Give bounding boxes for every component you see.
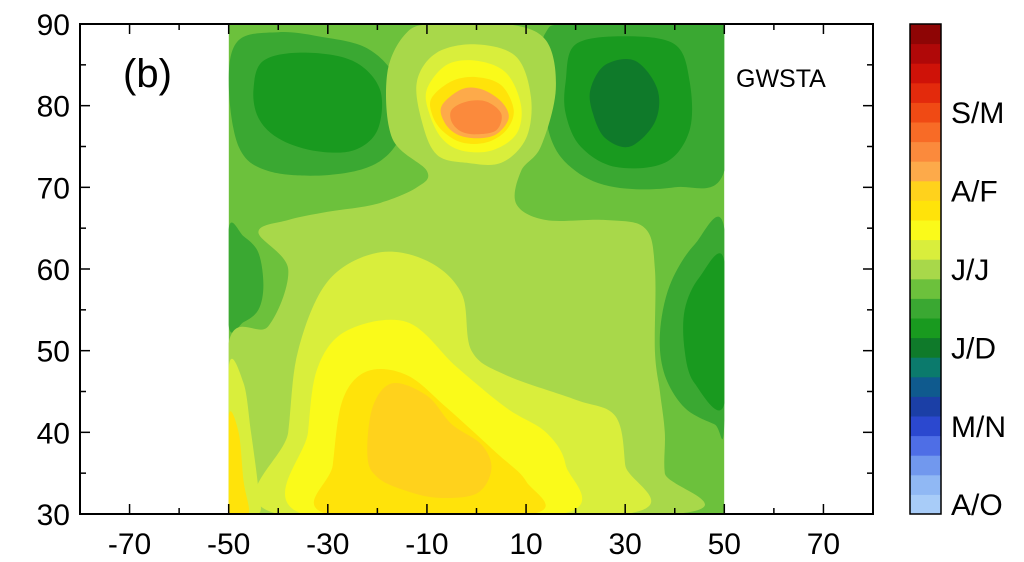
colorbar-swatch xyxy=(910,416,941,437)
colorbar-swatch xyxy=(910,337,941,358)
colorbar-swatch xyxy=(910,82,941,103)
colorbar-label: A/F xyxy=(951,176,998,209)
colorbar-swatch xyxy=(910,357,941,378)
y-tick-label: 80 xyxy=(37,91,70,124)
colorbar-swatch xyxy=(910,239,941,260)
contour-right-lobe-inner-green xyxy=(683,253,725,411)
x-tick-label: -10 xyxy=(405,528,448,561)
y-tick-label: 30 xyxy=(37,499,70,532)
x-tick-label: -70 xyxy=(108,528,151,561)
colorbar-swatch xyxy=(910,141,941,162)
colorbar-label: S/M xyxy=(951,97,1004,130)
x-tick-label: -30 xyxy=(306,528,349,561)
x-tick-label: 10 xyxy=(509,528,542,561)
heatmap-fill xyxy=(228,24,725,514)
y-tick-label: 50 xyxy=(37,336,70,369)
colorbar-swatch xyxy=(910,474,941,495)
contour-upper-left-inner-dark-green xyxy=(253,52,383,153)
colorbar-swatch xyxy=(910,161,941,182)
x-tick-label: -50 xyxy=(207,528,250,561)
y-axis: 30 40 50 60 70 80 90 xyxy=(37,9,873,532)
colorbar-swatch xyxy=(910,200,941,221)
colorbar-swatch xyxy=(910,63,941,84)
y-tick-label: 60 xyxy=(37,254,70,287)
colorbar-swatch xyxy=(910,396,941,417)
x-tick-label: 70 xyxy=(807,528,840,561)
colorbar-swatch xyxy=(910,318,941,339)
y-tick-label: 70 xyxy=(37,172,70,205)
colorbar-swatch xyxy=(910,278,941,299)
y-tick-label: 90 xyxy=(37,9,70,42)
colorbar-swatch xyxy=(910,24,941,45)
colorbar-swatch xyxy=(910,122,941,143)
colorbar: A/O M/N J/D J/J A/F S/M xyxy=(909,23,1006,522)
colorbar-swatch xyxy=(910,102,941,123)
x-tick-label: 30 xyxy=(609,528,642,561)
contour-central-orange-core xyxy=(367,382,492,498)
colorbar-label: J/D xyxy=(951,332,996,365)
contour-top-blob-orange-core xyxy=(450,100,502,135)
colorbar-swatch xyxy=(910,435,941,456)
colorbar-swatch xyxy=(910,494,941,515)
colorbar-frame xyxy=(909,23,942,515)
method-label: GWSTA xyxy=(736,65,826,93)
colorbar-label: A/O xyxy=(951,489,1003,522)
contour-upper-right-core-green xyxy=(589,58,660,148)
x-tick-label: 50 xyxy=(708,528,741,561)
colorbar-label: M/N xyxy=(951,411,1006,444)
colorbar-swatch xyxy=(910,43,941,64)
x-axis: -70 -50 -30 -10 10 30 50 70 xyxy=(79,24,874,561)
colorbar-swatch xyxy=(910,298,941,319)
colorbar-label: J/J xyxy=(951,254,989,287)
contour-bottom-left-golden xyxy=(228,411,250,514)
contour-left-lobe-green xyxy=(228,222,264,333)
colorbar-swatch xyxy=(910,220,941,241)
colorbar-swatch xyxy=(910,180,941,201)
y-tick-label: 40 xyxy=(37,417,70,450)
colorbar-swatch xyxy=(910,455,941,476)
colorbar-swatch xyxy=(910,376,941,397)
colorbar-swatch xyxy=(910,259,941,280)
panel-label: (b) xyxy=(123,52,172,96)
